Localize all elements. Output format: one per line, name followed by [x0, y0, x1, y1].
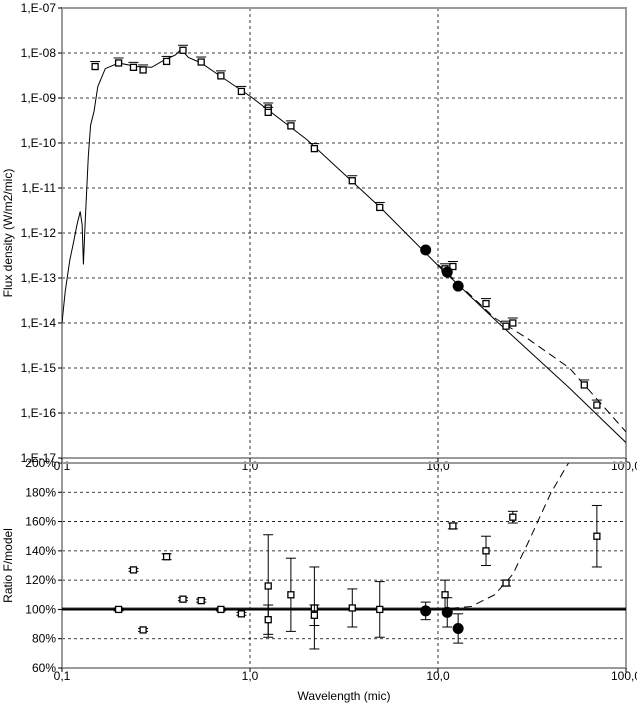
data-point-square	[237, 610, 246, 618]
x-tick-label: 0,1	[54, 669, 71, 683]
y-axis-label: Flux density (W/m2/mic)	[1, 169, 15, 298]
data-point-square	[580, 381, 588, 389]
y-tick-label: 1,E-17	[21, 451, 57, 465]
data-point-square	[264, 616, 272, 624]
y-tick-label: 1,E-10	[21, 136, 57, 150]
data-point-circle	[452, 280, 464, 292]
y-tick-label: 180%	[25, 485, 56, 499]
data-point-square	[509, 319, 517, 327]
data-point-square	[376, 605, 384, 614]
data-point-circle	[420, 244, 432, 256]
data-point-square	[449, 262, 457, 271]
y-tick-label: 1,E-07	[21, 1, 57, 15]
y-tick-label: 1,E-14	[21, 316, 57, 330]
data-point-square	[179, 46, 187, 54]
x-tick-label: 10,0	[426, 669, 450, 683]
data-point-square	[129, 566, 138, 574]
data-point-square	[502, 579, 510, 587]
y-tick-label: 1,E-15	[21, 361, 57, 375]
data-point-square	[264, 108, 272, 116]
data-point-square	[217, 72, 225, 80]
data-point-square	[197, 58, 205, 66]
y-tick-label: 1,E-09	[21, 91, 57, 105]
y-tick-label: 140%	[25, 544, 56, 558]
y-tick-label: 160%	[25, 515, 56, 529]
data-point-square	[237, 87, 246, 96]
data-point-circle	[441, 266, 453, 278]
data-point-square	[114, 59, 123, 67]
data-point-square	[197, 596, 205, 605]
plot-frame	[61, 462, 627, 669]
data-point-square	[91, 62, 99, 71]
data-point-circle	[420, 605, 432, 617]
data-point-square	[287, 591, 295, 599]
flux-density-chart: 1,E-07 1,E-08 1,E-09 1,E-10 1,E-11 1,E-12 1,E-…	[1, 1, 637, 473]
data-point-square	[482, 299, 490, 308]
data-point-square	[139, 66, 147, 74]
y-tick-label: 200%	[25, 456, 56, 470]
y-axis-label: Ratio F/model	[1, 528, 15, 603]
y-tick-label: 80%	[32, 632, 56, 646]
data-point-square	[482, 547, 490, 555]
ratio-chart: 200% 180% 160% 140% 120% 100% 80% 60%0,1 1,0 10,0…	[1, 456, 637, 703]
data-point-square	[348, 177, 356, 185]
data-point-square	[449, 522, 457, 530]
data-point-square	[179, 595, 187, 603]
data-point-square	[264, 582, 272, 590]
dashed-model-line	[437, 264, 626, 433]
data-point-circle	[452, 622, 464, 634]
y-tick-label: 1,E-13	[21, 271, 57, 285]
data-point-square	[129, 63, 138, 71]
x-tick-label: 100,0	[611, 459, 637, 473]
y-tick-label: 60%	[32, 661, 56, 675]
data-point-square	[441, 591, 449, 599]
data-point-square	[593, 401, 601, 409]
data-point-square	[217, 605, 225, 614]
y-tick-label: 120%	[25, 573, 56, 587]
x-tick-label: 100,0	[611, 669, 637, 683]
data-point-square	[114, 605, 123, 614]
y-tick-label: 100%	[25, 602, 56, 616]
data-point-square	[502, 322, 510, 330]
x-tick-label: 1,0	[242, 669, 259, 683]
data-point-square	[509, 513, 517, 521]
data-point-square	[593, 532, 601, 540]
data-point-square	[376, 203, 384, 212]
data-point-square	[348, 604, 356, 612]
data-point-square	[310, 611, 319, 619]
dashed-model-line	[437, 463, 570, 610]
data-point-square	[162, 57, 171, 66]
data-point-square	[287, 122, 295, 130]
y-tick-label: 1,E-08	[21, 46, 57, 60]
y-tick-label: 1,E-12	[21, 226, 57, 240]
data-point-square	[139, 626, 147, 634]
data-point-circle	[441, 606, 453, 618]
y-tick-label: 1,E-11	[22, 181, 57, 195]
y-tick-label: 1,E-16	[21, 406, 57, 420]
data-point-square	[162, 553, 171, 561]
x-axis-label: Wavelength (mic)	[298, 689, 391, 703]
data-point-square	[310, 144, 319, 153]
model-line	[62, 48, 626, 443]
